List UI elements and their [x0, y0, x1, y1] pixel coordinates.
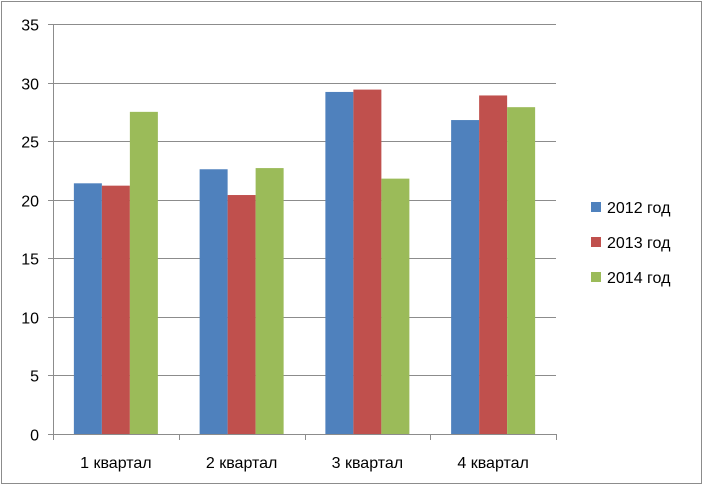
legend-swatch [591, 237, 601, 247]
legend-label: 2014 год [607, 270, 671, 287]
legend-swatch [591, 202, 601, 212]
x-tick-label: 3 квартал [332, 455, 404, 472]
y-tick-label: 5 [30, 369, 39, 386]
legend: 2012 год 2013 год 2014 год [591, 200, 671, 287]
bar [73, 183, 102, 434]
x-tick-label: 4 квартал [457, 455, 529, 472]
bars [73, 89, 536, 435]
bar [353, 89, 382, 434]
bar [129, 111, 158, 434]
y-tick-label: 20 [21, 194, 39, 211]
x-axis-tick-labels: 1 квартал 2 квартал 3 квартал 4 квартал [80, 455, 529, 472]
x-tick-label: 1 квартал [80, 455, 152, 472]
legend-swatch [591, 272, 601, 282]
axes [48, 24, 557, 440]
y-axis-tick-labels: 0 5 10 15 20 25 30 35 [21, 18, 39, 445]
legend-label: 2012 год [607, 200, 671, 217]
bar [507, 107, 536, 435]
y-tick-label: 35 [21, 18, 39, 35]
y-tick-label: 10 [21, 311, 39, 328]
y-tick-label: 15 [21, 252, 39, 269]
bar [479, 95, 508, 434]
y-tick-label: 30 [21, 77, 39, 94]
legend-label: 2013 год [607, 235, 671, 252]
bar [101, 185, 130, 434]
bar [255, 168, 284, 435]
bar [381, 178, 410, 434]
bar [325, 91, 354, 434]
bar [451, 120, 480, 435]
y-tick-label: 25 [21, 135, 39, 152]
x-tick-label: 2 квартал [206, 455, 278, 472]
bar [199, 169, 228, 434]
bar [227, 195, 256, 434]
y-tick-label: 0 [30, 428, 39, 445]
